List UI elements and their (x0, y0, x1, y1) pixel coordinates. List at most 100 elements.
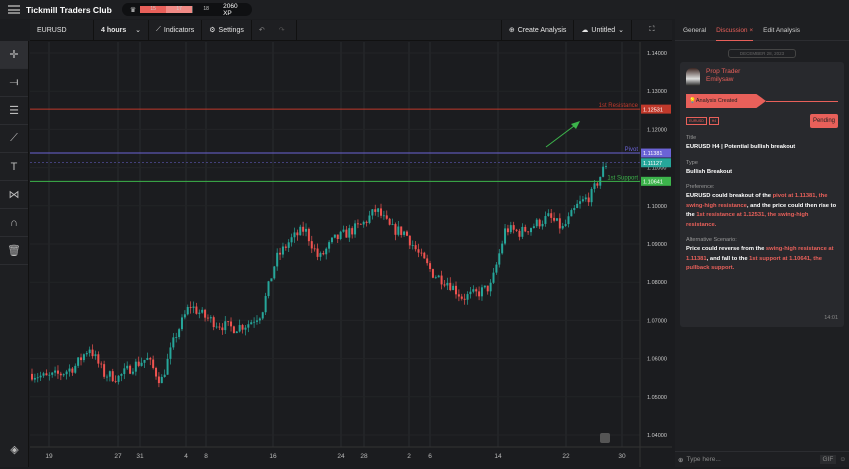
candle (423, 252, 426, 259)
tab-general[interactable]: General (683, 27, 707, 34)
candle (457, 294, 460, 297)
candle (157, 376, 160, 384)
highlight-text: pivot at 1.11381, the swing-high resista… (686, 193, 828, 209)
candle (362, 221, 365, 225)
candle (509, 225, 512, 233)
candle (333, 234, 336, 238)
candle (247, 324, 250, 328)
candle (478, 291, 481, 297)
text-icon[interactable]: T (0, 153, 28, 181)
candle (189, 306, 192, 308)
candle (322, 253, 325, 255)
candle (146, 357, 149, 360)
x-tick-label: 28 (360, 453, 368, 460)
price-tag-label: 1.10641 (643, 180, 663, 186)
candle (270, 278, 273, 282)
candle (134, 361, 137, 372)
price-tag (641, 104, 671, 114)
parallel-channel-icon[interactable]: ☰ (0, 97, 28, 125)
candle (371, 209, 374, 216)
candle (535, 219, 538, 227)
candle (564, 224, 567, 226)
candle (374, 209, 377, 212)
x-tick-label: 24 (337, 453, 345, 460)
candle (359, 223, 362, 225)
candle (59, 373, 62, 376)
candle (305, 228, 308, 232)
x-tick-label: 6 (428, 453, 432, 460)
candle (97, 354, 100, 364)
candle (45, 373, 48, 376)
candlestick-chart[interactable]: 19 27 31 4 8 16 24 28 2 6 14 22 30 1.14000 1.13000 1.12… (30, 42, 672, 467)
author-name[interactable]: Emilysaw (706, 76, 734, 83)
settings-button[interactable]: ⚙ Settings (202, 19, 252, 41)
analysis-title: EURUSD H4 | Potential bullish breakout (686, 144, 796, 150)
save-menu[interactable]: ☁ Untitled ⌄ (574, 19, 632, 41)
create-analysis-button[interactable]: ⊕ Create Analysis (500, 19, 575, 41)
candle (117, 375, 120, 382)
x-tick-label: 22 (562, 453, 570, 460)
candle (131, 371, 134, 374)
candle (224, 321, 227, 331)
candle (299, 226, 302, 236)
fib-icon[interactable]: ⟋ (0, 125, 28, 153)
y-tick-label: 1.05000 (647, 395, 667, 401)
candle (209, 317, 212, 319)
candle (573, 207, 576, 211)
redo-icon[interactable]: ↷ (278, 27, 285, 34)
text-segment: , and the price could then rise to the (686, 202, 837, 219)
close-icon[interactable]: × (749, 27, 754, 34)
message-input[interactable]: Type here... (686, 456, 721, 463)
candle (547, 213, 550, 217)
plus-circle-icon: ⊕ (508, 27, 515, 34)
candle (195, 306, 198, 314)
y-tick-label: 1.11000 (647, 166, 666, 172)
interval-select[interactable]: 4 hours ⌄ (94, 19, 149, 41)
candle (302, 226, 305, 232)
gif-button[interactable]: GIF (819, 455, 837, 464)
candle (175, 337, 178, 338)
symbol-selector[interactable]: EURUSD (30, 19, 94, 41)
rank-icon: ♛ (129, 6, 137, 14)
tab-edit-analysis[interactable]: Edit Analysis (763, 27, 801, 34)
trash-icon[interactable]: 🗑 (0, 237, 28, 265)
candle (71, 368, 74, 373)
message-time: 14:01 (824, 315, 838, 321)
plus-icon[interactable]: ⊕ (678, 456, 684, 464)
candle (354, 223, 357, 235)
candle (264, 296, 267, 313)
menu-icon[interactable] (8, 5, 20, 14)
emoji-icon[interactable]: ☺ (839, 456, 846, 463)
analysis-panel: General Discussion × Edit Analysis DECEM… (675, 19, 849, 467)
undo-icon[interactable]: ↶ (258, 27, 265, 34)
candle (279, 252, 282, 255)
crosshair-icon[interactable]: ✛ (0, 41, 28, 69)
candle (94, 354, 97, 357)
candle (417, 249, 420, 253)
pattern-icon[interactable]: ⋈ (0, 181, 28, 209)
layers-icon[interactable]: ◈ (10, 443, 19, 456)
candle (293, 232, 296, 238)
candle (455, 285, 458, 295)
trend-arrow-head (571, 121, 580, 129)
candle (250, 322, 253, 325)
price-chart[interactable]: 19 27 31 4 8 16 24 28 2 6 14 22 30 1.14000 1.13000 1.12… (30, 42, 672, 467)
chart-line-icon: ⟋ (156, 26, 161, 33)
x-tick-label: 16 (269, 453, 277, 460)
indicators-button[interactable]: ⟋ Indicators (149, 19, 203, 41)
candle (192, 306, 195, 308)
chart-toolbar: EURUSD 4 hours ⌄ ⟋ Indicators ⚙ Settings ↶ ↷… (30, 19, 672, 41)
magnet-icon[interactable]: ∩ (0, 209, 28, 237)
candle (382, 215, 385, 217)
candle (388, 218, 391, 225)
tab-discussion[interactable]: Discussion × (716, 27, 754, 41)
fullscreen-button[interactable]: ⛶ (632, 20, 672, 41)
candle (581, 199, 584, 202)
candle (449, 282, 452, 291)
message-composer: ⊕ Type here... GIF ☺ (675, 451, 849, 467)
candle (463, 298, 466, 300)
trend-line-icon[interactable]: ⟞ (0, 69, 28, 97)
candle (431, 269, 434, 278)
title-label: Title (686, 135, 697, 141)
candle (515, 229, 518, 231)
